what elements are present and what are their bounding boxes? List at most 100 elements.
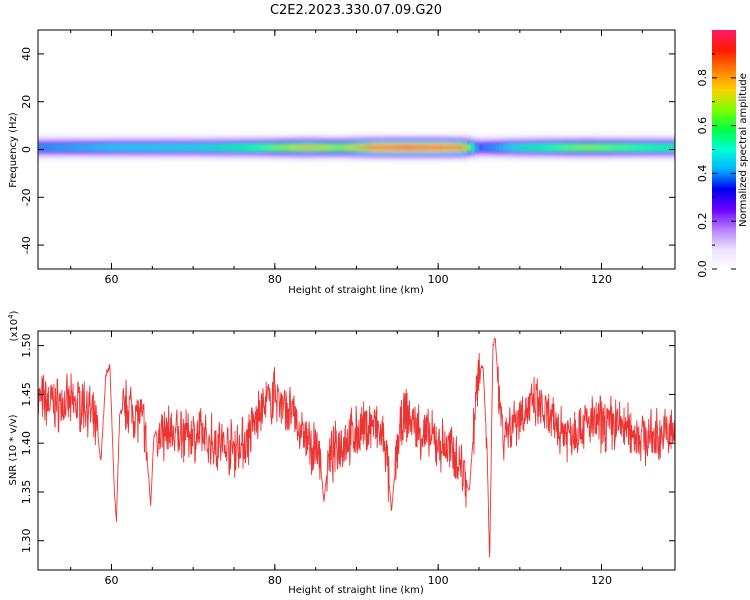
heatmap-cell xyxy=(352,137,357,141)
heatmap-cell xyxy=(99,151,104,155)
heatmap-cell xyxy=(246,143,251,147)
heatmap-cell xyxy=(630,158,635,162)
heatmap-cell xyxy=(78,148,84,152)
heatmap-cell xyxy=(487,153,492,157)
heatmap-cell xyxy=(470,158,476,162)
colorbar: 0.00.20.40.60.8 Normalized spectral ampl… xyxy=(696,30,749,278)
heatmap-cell xyxy=(446,158,451,162)
heatmap-cell xyxy=(646,140,651,144)
heatmap-cell xyxy=(352,145,357,149)
heatmap-cell xyxy=(213,148,219,152)
heatmap-cell xyxy=(605,156,611,160)
heatmap-cell xyxy=(287,135,292,139)
heatmap-cell xyxy=(609,132,615,136)
heatmap-cell xyxy=(446,151,451,155)
heatmap-cell xyxy=(119,135,125,139)
heatmap-cell xyxy=(462,153,468,157)
heatmap-cell xyxy=(283,156,288,160)
heatmap-cell xyxy=(593,158,598,162)
heatmap-cell xyxy=(172,145,178,149)
heatmap-cell xyxy=(499,158,504,162)
heatmap-cell xyxy=(42,158,47,162)
heatmap-cell xyxy=(238,158,243,162)
heatmap-cell xyxy=(95,143,100,147)
heatmap-cell xyxy=(601,151,606,155)
x-tick-label: 60 xyxy=(105,273,119,286)
heatmap-cell xyxy=(360,156,366,160)
heatmap-cell xyxy=(458,132,464,136)
heatmap-cell xyxy=(389,135,394,139)
heatmap-cell xyxy=(82,135,88,139)
heatmap-cell xyxy=(205,151,210,155)
heatmap-cell xyxy=(381,137,386,141)
heatmap-cell xyxy=(70,132,76,136)
heatmap-cell xyxy=(381,156,386,160)
heatmap-cell xyxy=(270,132,276,136)
heatmap-cell xyxy=(385,143,390,147)
heatmap-cell xyxy=(250,132,255,136)
heatmap-cell xyxy=(164,151,170,155)
heatmap-cell xyxy=(421,140,427,144)
heatmap-cell xyxy=(446,156,451,160)
heatmap-cell xyxy=(319,158,325,162)
heatmap-cell xyxy=(360,135,366,139)
heatmap-cell xyxy=(430,140,435,144)
heatmap-cell xyxy=(38,132,43,136)
heatmap-cell xyxy=(156,145,161,149)
heatmap-cell xyxy=(401,140,406,144)
heatmap-cell xyxy=(507,151,513,155)
heatmap-cell xyxy=(307,156,312,160)
heatmap-cell xyxy=(487,151,492,155)
heatmap-cell xyxy=(254,158,259,162)
heatmap-cell xyxy=(462,151,468,155)
heatmap-cell xyxy=(340,137,345,141)
heatmap-cell xyxy=(250,151,255,155)
heatmap-cell xyxy=(131,156,137,160)
heatmap-cell xyxy=(123,135,129,139)
heatmap-cell xyxy=(536,132,541,136)
heatmap-cell xyxy=(393,156,398,160)
heatmap-cell xyxy=(397,143,402,147)
heatmap-cell xyxy=(621,153,627,157)
heatmap-cell xyxy=(332,135,337,139)
heatmap-cell xyxy=(340,145,345,149)
heatmap-cell xyxy=(470,137,476,141)
heatmap-cell xyxy=(528,156,533,160)
y-tick-label: -20 xyxy=(20,188,33,206)
heatmap-cell xyxy=(201,140,206,144)
heatmap-cell xyxy=(74,140,80,144)
heatmap-cell xyxy=(613,153,619,157)
heatmap-cell xyxy=(254,143,259,147)
heatmap-cell xyxy=(62,140,67,144)
heatmap-cell xyxy=(209,145,214,149)
heatmap-cell xyxy=(185,151,190,155)
heatmap-cell xyxy=(630,132,635,136)
heatmap-cell xyxy=(336,140,341,144)
heatmap-cell xyxy=(364,132,370,136)
heatmap-cell xyxy=(560,156,566,160)
heatmap-cell xyxy=(376,137,382,141)
heatmap-cell xyxy=(360,137,366,141)
heatmap-cell xyxy=(270,140,276,144)
heatmap-cell xyxy=(234,143,239,147)
heatmap-cell xyxy=(470,156,476,160)
heatmap-cell xyxy=(189,140,194,144)
heatmap-cell xyxy=(438,151,443,155)
heatmap-cell xyxy=(536,153,541,157)
heatmap-cell xyxy=(462,135,468,139)
heatmap-cell xyxy=(491,158,496,162)
heatmap-cell xyxy=(385,132,390,136)
heatmap-cell xyxy=(274,148,280,152)
heatmap-cell xyxy=(466,151,472,155)
heatmap-cell xyxy=(577,137,582,141)
heatmap-cell xyxy=(548,143,553,147)
heatmap-cell xyxy=(238,151,243,155)
heatmap-cell xyxy=(405,145,410,149)
heatmap-cell xyxy=(528,140,533,144)
heatmap-cell xyxy=(515,145,521,149)
heatmap-cell xyxy=(323,140,329,144)
heatmap-cell xyxy=(242,145,247,149)
heatmap-cell xyxy=(164,153,170,157)
heatmap-cell xyxy=(417,143,423,147)
heatmap-cell xyxy=(372,158,378,162)
